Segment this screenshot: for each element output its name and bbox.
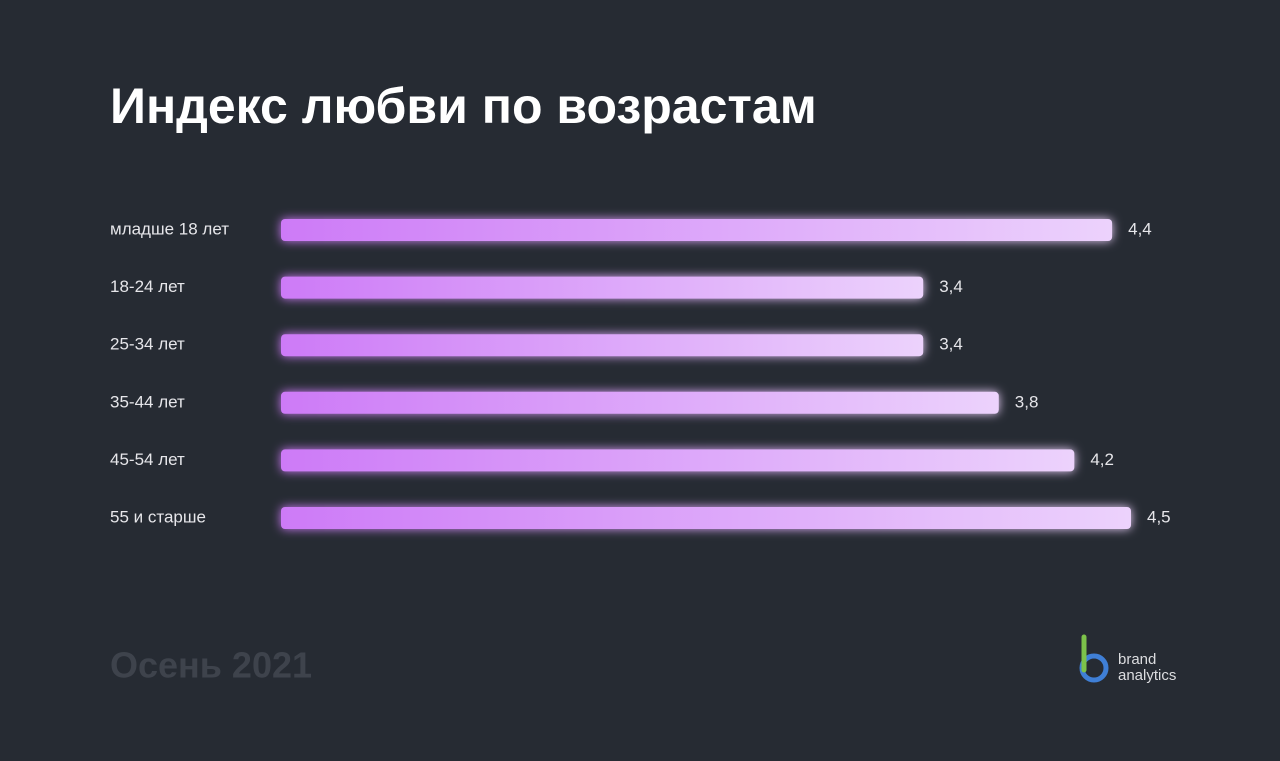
footer: Осень 2021 xyxy=(110,645,312,686)
logo: brand analytics xyxy=(1079,634,1176,684)
value-label: 4,5 xyxy=(1147,507,1171,526)
bar xyxy=(281,507,1131,529)
bar xyxy=(281,391,999,414)
value-label: 3,8 xyxy=(1015,392,1039,411)
category-label: 45-54 лет xyxy=(110,450,185,469)
bar xyxy=(281,449,1075,472)
category-label: младше 18 лет xyxy=(110,219,229,238)
category-label: 25-34 лет xyxy=(110,335,185,354)
category-label: 35-44 лет xyxy=(110,392,185,411)
category-label: 55 и старше xyxy=(110,507,206,526)
value-label: 3,4 xyxy=(939,335,963,354)
logo-text: analytics xyxy=(1118,667,1176,684)
value-label: 4,4 xyxy=(1128,219,1152,238)
bar xyxy=(281,334,924,357)
bar xyxy=(281,276,924,299)
chart-title: Индекс любви по возрастам xyxy=(110,78,817,134)
value-label: 4,2 xyxy=(1090,450,1114,469)
value-label: 3,4 xyxy=(939,277,963,296)
bar xyxy=(281,219,1113,241)
logo-text: brand xyxy=(1118,651,1156,668)
category-label: 18-24 лет xyxy=(110,277,185,296)
